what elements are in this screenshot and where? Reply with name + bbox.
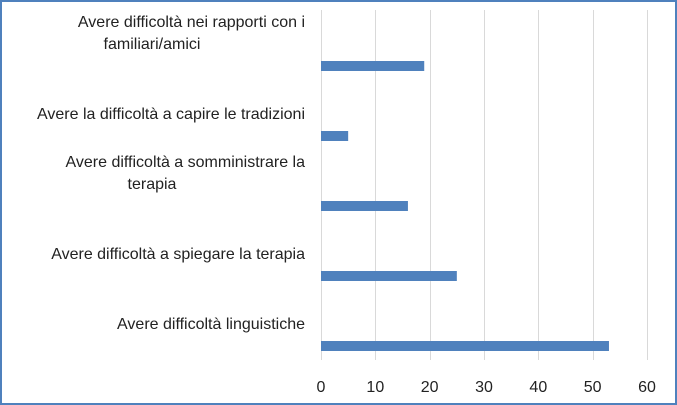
category-label: Avere difficoltà a somministrare la terap…	[65, 154, 305, 193]
x-tick-label: 30	[475, 379, 493, 396]
category-label: Avere la difficoltà a capire le tradizio…	[37, 106, 305, 123]
x-tick-label: 60	[638, 379, 656, 396]
category-label: Avere difficoltà nei rapporti con i famil…	[78, 14, 305, 53]
x-axis-tick-labels: 0 10 20 30 40 50 60	[317, 379, 656, 396]
bar	[321, 61, 425, 71]
x-tick-label: 50	[584, 379, 602, 396]
x-tick-label: 40	[529, 379, 547, 396]
category-label: Avere difficoltà linguistiche	[117, 316, 305, 333]
bar	[321, 131, 349, 141]
x-tick-label: 10	[366, 379, 384, 396]
bars	[321, 61, 609, 351]
bar	[321, 271, 457, 281]
x-tick-label: 0	[317, 379, 326, 396]
bar	[321, 201, 408, 211]
x-tick-label: 20	[421, 379, 439, 396]
category-label: Avere difficoltà a spiegare la terapia	[51, 246, 305, 263]
category-labels: Avere difficoltà nei rapporti con i famil…	[37, 14, 305, 333]
bar	[321, 341, 609, 351]
